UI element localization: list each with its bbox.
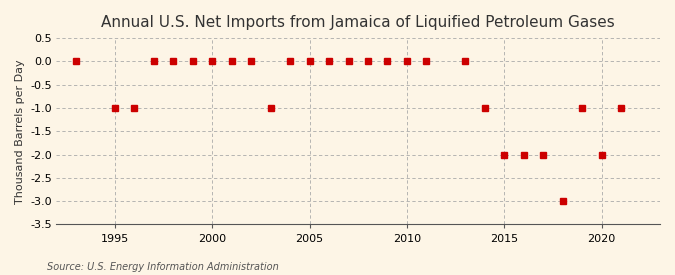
Title: Annual U.S. Net Imports from Jamaica of Liquified Petroleum Gases: Annual U.S. Net Imports from Jamaica of … bbox=[101, 15, 615, 30]
Y-axis label: Thousand Barrels per Day: Thousand Barrels per Day bbox=[15, 59, 25, 204]
Text: Source: U.S. Energy Information Administration: Source: U.S. Energy Information Administ… bbox=[47, 262, 279, 272]
